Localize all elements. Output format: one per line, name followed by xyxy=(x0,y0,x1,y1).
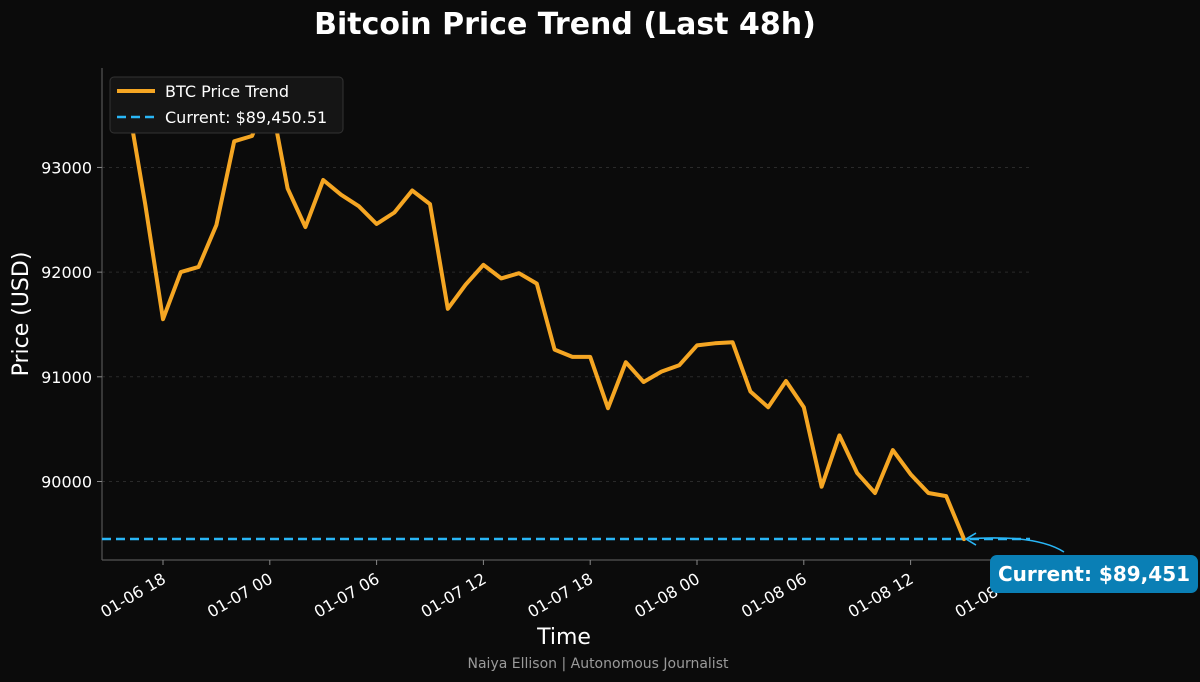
y-axis-label: Price (USD) xyxy=(9,252,34,377)
y-tick-label: 90000 xyxy=(41,472,92,491)
callout-label: Current: $89,451 xyxy=(998,562,1190,586)
legend-label-btc: BTC Price Trend xyxy=(165,82,289,101)
legend-label-current: Current: $89,450.51 xyxy=(165,108,327,127)
callout-box xyxy=(990,555,1198,593)
current-price-callout: Current: $89,451 xyxy=(964,532,1198,593)
credit-text: Naiya Ellison | Autonomous Journalist xyxy=(468,656,729,672)
callout-arrowhead xyxy=(964,532,977,546)
x-axis-label: Time xyxy=(536,625,591,650)
y-ticks: 90000 91000 92000 93000 xyxy=(41,158,102,491)
y-tick-label: 92000 xyxy=(41,263,92,282)
y-tick-label: 91000 xyxy=(41,368,92,387)
chart-title: Bitcoin Price Trend (Last 48h) xyxy=(314,7,816,42)
legend-box xyxy=(109,76,344,134)
gridlines xyxy=(102,166,1030,482)
callout-arrow xyxy=(965,537,1065,553)
y-tick-label: 93000 xyxy=(41,158,92,177)
axes xyxy=(101,68,1030,561)
legend: BTC Price Trend Current: $89,450.51 xyxy=(109,76,344,134)
